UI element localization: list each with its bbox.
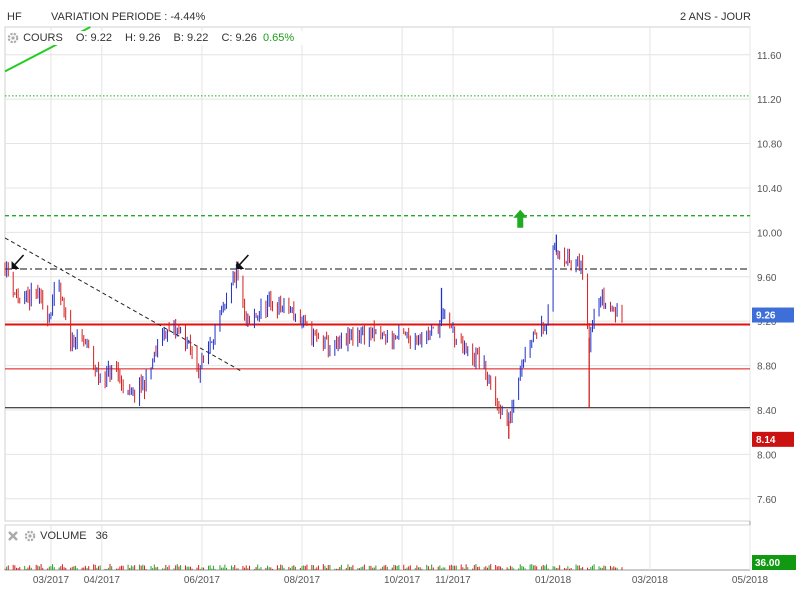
volume-value: 36	[95, 530, 108, 542]
y-tick-label: 9.20	[757, 317, 777, 328]
variation-label: VARIATION PERIODE : -4.44%	[51, 11, 206, 23]
y-axis-ticks: 11.60 11.20 10.80 10.40 10.00 9.60 9.20 8.80 8.4…	[757, 51, 782, 506]
y-tick-label: 8.80	[757, 362, 777, 373]
volume-panel-frame	[4, 524, 751, 571]
down-left-arrow-icon	[11, 261, 20, 270]
close-value: C: 9.26	[221, 31, 257, 44]
gridlines	[5, 27, 751, 570]
low-price-badge-text: 8.14	[756, 435, 776, 446]
volume-info-bar: VOLUME 36	[6, 529, 114, 543]
y-tick-label: 8.40	[757, 406, 777, 417]
horizontal-levels	[5, 95, 750, 409]
x-tick-label: 01/2018	[535, 575, 572, 586]
x-tick-label: 11/2017	[435, 575, 471, 586]
x-tick-label: 05/2018	[732, 575, 769, 586]
volume-badge-text: 36.00	[755, 558, 780, 569]
close-icon[interactable]	[6, 529, 20, 543]
y-tick-label: 9.60	[757, 273, 777, 284]
low-value: B: 9.22	[173, 31, 209, 44]
price-panel-label: COURS	[23, 31, 63, 44]
volume-bars	[4, 564, 623, 570]
low-price-badge: 8.14	[752, 431, 794, 447]
arrow-shaft	[237, 254, 249, 267]
settings-gear-icon[interactable]	[23, 529, 37, 543]
chart-header: HF VARIATION PERIODE : -4.44% 2 ANS - JO…	[0, 0, 807, 26]
y-tick-label: 8.00	[757, 450, 777, 461]
price-info-bar: COURS O: 9.22 H: 9.26 B: 9.22 C: 9.26 0.…	[6, 31, 309, 45]
volume-badge: 36.00	[752, 555, 796, 570]
x-tick-label: 03/2018	[632, 575, 669, 586]
y-tick-label: 10.80	[757, 140, 782, 151]
last-price-badge: 9.26	[752, 307, 794, 323]
x-tick-label: 04/2017	[84, 575, 121, 586]
settings-gear-icon[interactable]	[6, 31, 20, 45]
high-value: H: 9.26	[125, 31, 161, 44]
up-arrow-icon	[513, 209, 528, 228]
trendline	[4, 237, 242, 372]
open-value: O: 9.22	[75, 31, 112, 44]
down-left-arrow-icon	[236, 261, 245, 270]
x-tick-label: 06/2017	[184, 575, 221, 586]
x-axis-ticks: 03/2017 04/2017 06/2017 08/2017 10/2017 11/20…	[33, 575, 769, 586]
x-tick-label: 08/2017	[284, 575, 321, 586]
arrow-shaft	[12, 254, 25, 267]
symbol-label: HF	[7, 11, 22, 23]
y-tick-label: 10.40	[757, 184, 782, 195]
annotation-arrows	[11, 209, 528, 270]
y-tick-label: 11.60	[757, 51, 782, 62]
ohlc-bars	[4, 234, 623, 439]
volume-panel-label: VOLUME	[40, 530, 87, 542]
y-tick-label: 11.20	[757, 95, 782, 106]
y-tick-label: 7.60	[757, 495, 777, 506]
price-panel-frame	[4, 26, 751, 522]
volume-badge-bg	[752, 555, 796, 570]
x-tick-label: 10/2017	[384, 575, 421, 586]
low-price-badge-bg	[752, 431, 794, 447]
period-selector[interactable]: 2 ANS - JOUR	[680, 11, 751, 23]
y-tick-label: 10.00	[757, 228, 782, 239]
last-price-badge-text: 9.26	[756, 311, 776, 322]
last-price-badge-bg	[752, 307, 794, 323]
change-value: 0.65%	[262, 31, 295, 44]
x-tick-label: 03/2017	[33, 575, 70, 586]
